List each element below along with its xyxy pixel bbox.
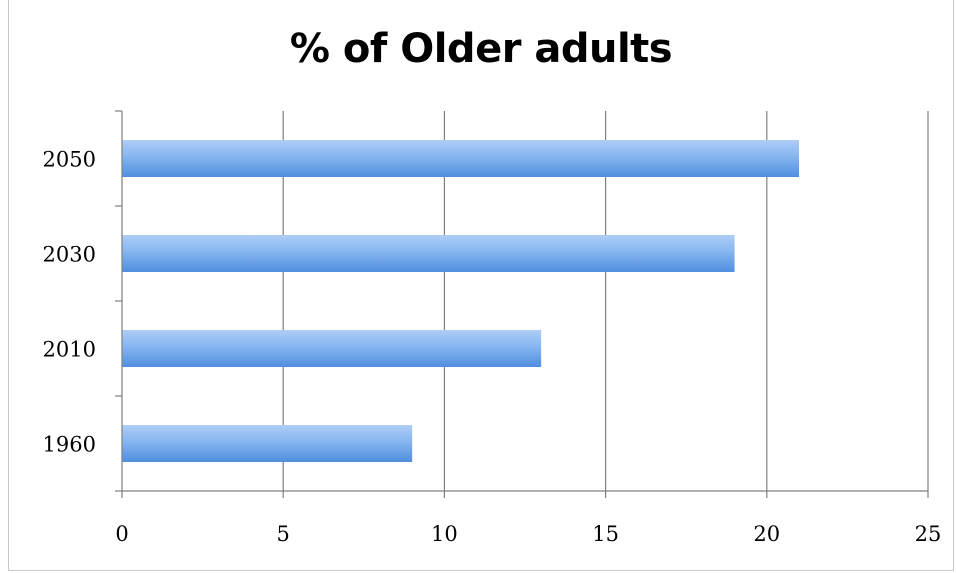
y-tick-label-1960: 1960	[43, 433, 96, 457]
chart-title: % of Older adults	[289, 26, 673, 72]
x-tick-label-5: 5	[277, 522, 290, 546]
y-tick-label-2010: 2010	[43, 338, 96, 362]
x-tick-label-20: 20	[753, 522, 780, 546]
x-tick-label-25: 25	[915, 522, 942, 546]
y-tick-label-2050: 2050	[43, 148, 96, 172]
y-tick-label-2030: 2030	[43, 243, 96, 267]
x-tick-label-10: 10	[431, 522, 458, 546]
bar-2050	[122, 140, 800, 177]
bar-1960	[122, 425, 413, 462]
chart-frame	[8, 0, 954, 571]
x-tick-label-0: 0	[115, 522, 128, 546]
x-tick-label-15: 15	[592, 522, 619, 546]
bar-2010	[122, 330, 542, 367]
bar-2030	[122, 235, 735, 272]
